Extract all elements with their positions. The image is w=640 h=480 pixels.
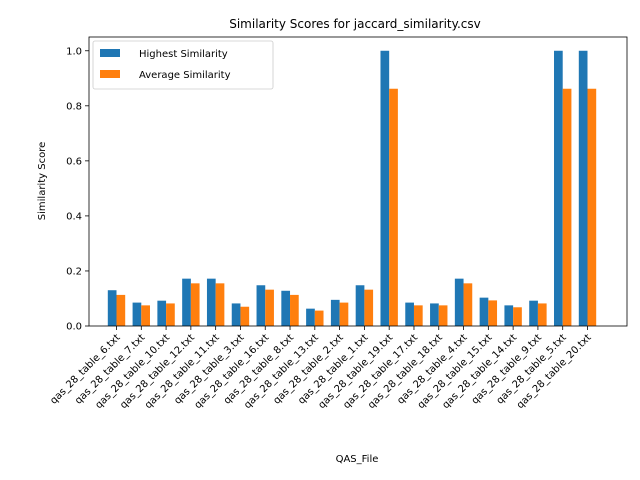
bars-group [107,50,597,327]
bar-average-18 [537,303,547,326]
bar-average-3 [166,303,175,326]
bar-average-6 [240,306,250,326]
bar-average-5 [215,283,225,326]
x-axis-label: QAS_File [336,454,379,465]
bar-highest-1 [107,290,117,326]
bar-average-9 [314,310,324,326]
x-axis: qas_28_table_6.txtqas_28_table_7.txtqas_… [48,326,594,411]
bar-average-14 [438,305,448,326]
bar-average-12 [389,88,398,327]
bar-highest-2 [132,302,142,326]
bar-average-7 [265,289,274,326]
bar-highest-11 [355,285,365,326]
bar-highest-8 [281,290,291,326]
y-axis: 0.0 0.2 0.4 0.6 0.8 1.0 [66,46,89,333]
plot-area-frame [88,36,628,327]
bar-highest-12 [380,50,390,326]
y-tick-label: 0.4 [66,211,82,222]
bar-average-11 [364,289,374,326]
bar-average-20 [587,88,597,327]
legend-label-highest: Highest Similarity [139,49,228,60]
y-tick-label: 0.8 [66,101,82,112]
legend-swatch-highest [100,49,120,57]
bar-highest-5 [206,278,216,326]
y-tick-label: 0.6 [66,156,82,167]
legend-label-average: Average Similarity [139,70,231,81]
bar-highest-20 [578,50,588,326]
y-tick-label: 0.0 [66,322,82,333]
bar-average-2 [141,305,150,326]
y-tick-label: 0.2 [66,266,82,277]
bar-average-8 [290,294,299,326]
y-axis-label: Similarity Score [37,142,48,220]
legend-box [92,40,274,90]
bar-highest-7 [256,285,266,326]
bar-average-10 [339,302,349,326]
bar-highest-19 [554,50,563,326]
bar-average-15 [463,283,473,326]
bar-highest-13 [405,302,414,326]
bar-highest-17 [504,305,514,326]
bar-highest-6 [231,303,241,326]
bar-highest-10 [330,299,340,326]
bar-average-1 [116,294,126,326]
bar-average-13 [413,305,423,326]
bar-highest-15 [454,278,464,326]
bar-highest-16 [479,297,489,326]
bar-highest-18 [529,300,538,326]
bar-highest-9 [306,308,315,326]
legend-swatch-average [100,70,120,78]
bar-average-16 [488,300,498,326]
chart-title: Similarity Scores for jaccard_similarity… [229,17,481,31]
bar-average-17 [513,307,522,326]
y-tick-label: 1.0 [66,46,82,57]
bar-highest-3 [157,300,167,326]
bar-average-4 [190,283,200,326]
bar-highest-14 [430,303,439,326]
bar-average-19 [562,88,572,327]
legend: Highest Similarity Average Similarity [92,40,274,90]
bar-highest-4 [182,278,191,326]
